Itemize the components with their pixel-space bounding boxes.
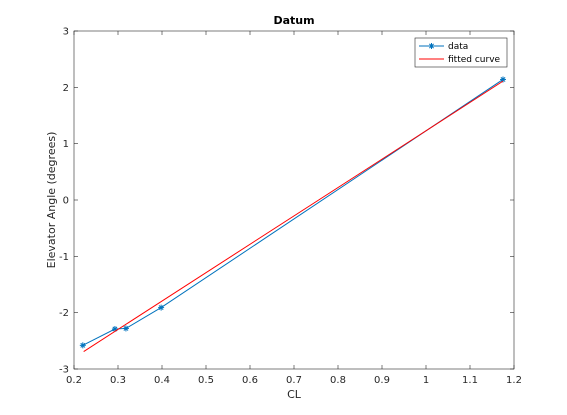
y-axis-label: Elevator Angle (degrees)	[45, 132, 58, 269]
series-layer	[79, 76, 506, 352]
asterisk-marker-stroke	[80, 342, 86, 348]
x-tick-label: 0.3	[110, 375, 126, 386]
data-point-3	[122, 325, 129, 332]
asterisk-marker-stroke	[158, 305, 164, 311]
asterisk-marker-stroke	[112, 326, 118, 332]
chart-title: Datum	[273, 14, 314, 27]
legend: data fitted curve	[414, 37, 508, 68]
asterisk-marker-stroke	[500, 76, 506, 82]
x-tick-label: 1.2	[506, 375, 522, 386]
y-tick-label: 0	[63, 196, 69, 207]
data-point-1	[79, 342, 86, 349]
y-tick-label: 1	[63, 139, 69, 150]
plot-area	[74, 31, 514, 369]
x-tick-label: 0.9	[374, 375, 390, 386]
x-tick-label: 0.2	[66, 375, 82, 386]
legend-label-2: fitted curve	[448, 55, 501, 65]
data-point-4	[158, 304, 165, 311]
legend-box	[414, 37, 508, 68]
axes-layer: 0.2 0.3 0.4 0.5 0.6 0.7 0.8 0.9 1 1.1 1.2 -3 -2 -1 0 1 2…	[59, 27, 522, 387]
y-tick-label: 2	[63, 83, 69, 94]
x-tick-label: 0.5	[198, 375, 214, 386]
asterisk-marker-stroke	[123, 325, 129, 331]
x-tick-label: 0.8	[330, 375, 346, 386]
x-tick-label: 1.1	[462, 375, 478, 386]
x-axis-label: CL	[287, 388, 302, 401]
y-tick-label: -1	[59, 252, 69, 263]
y-tick-label: -2	[59, 308, 69, 319]
legend-marker-1	[428, 43, 435, 49]
x-tick-label: 0.6	[242, 375, 258, 386]
y-tick-label: -3	[59, 365, 69, 376]
y-tick-label: 3	[63, 27, 69, 38]
x-tick-label: 0.4	[154, 375, 170, 386]
x-tick-label: 0.7	[286, 375, 302, 386]
series-line-2	[83, 80, 504, 352]
asterisk-marker-stroke	[429, 43, 434, 49]
x-tick-label: 1	[423, 375, 429, 386]
legend-label-1: data	[448, 42, 468, 52]
